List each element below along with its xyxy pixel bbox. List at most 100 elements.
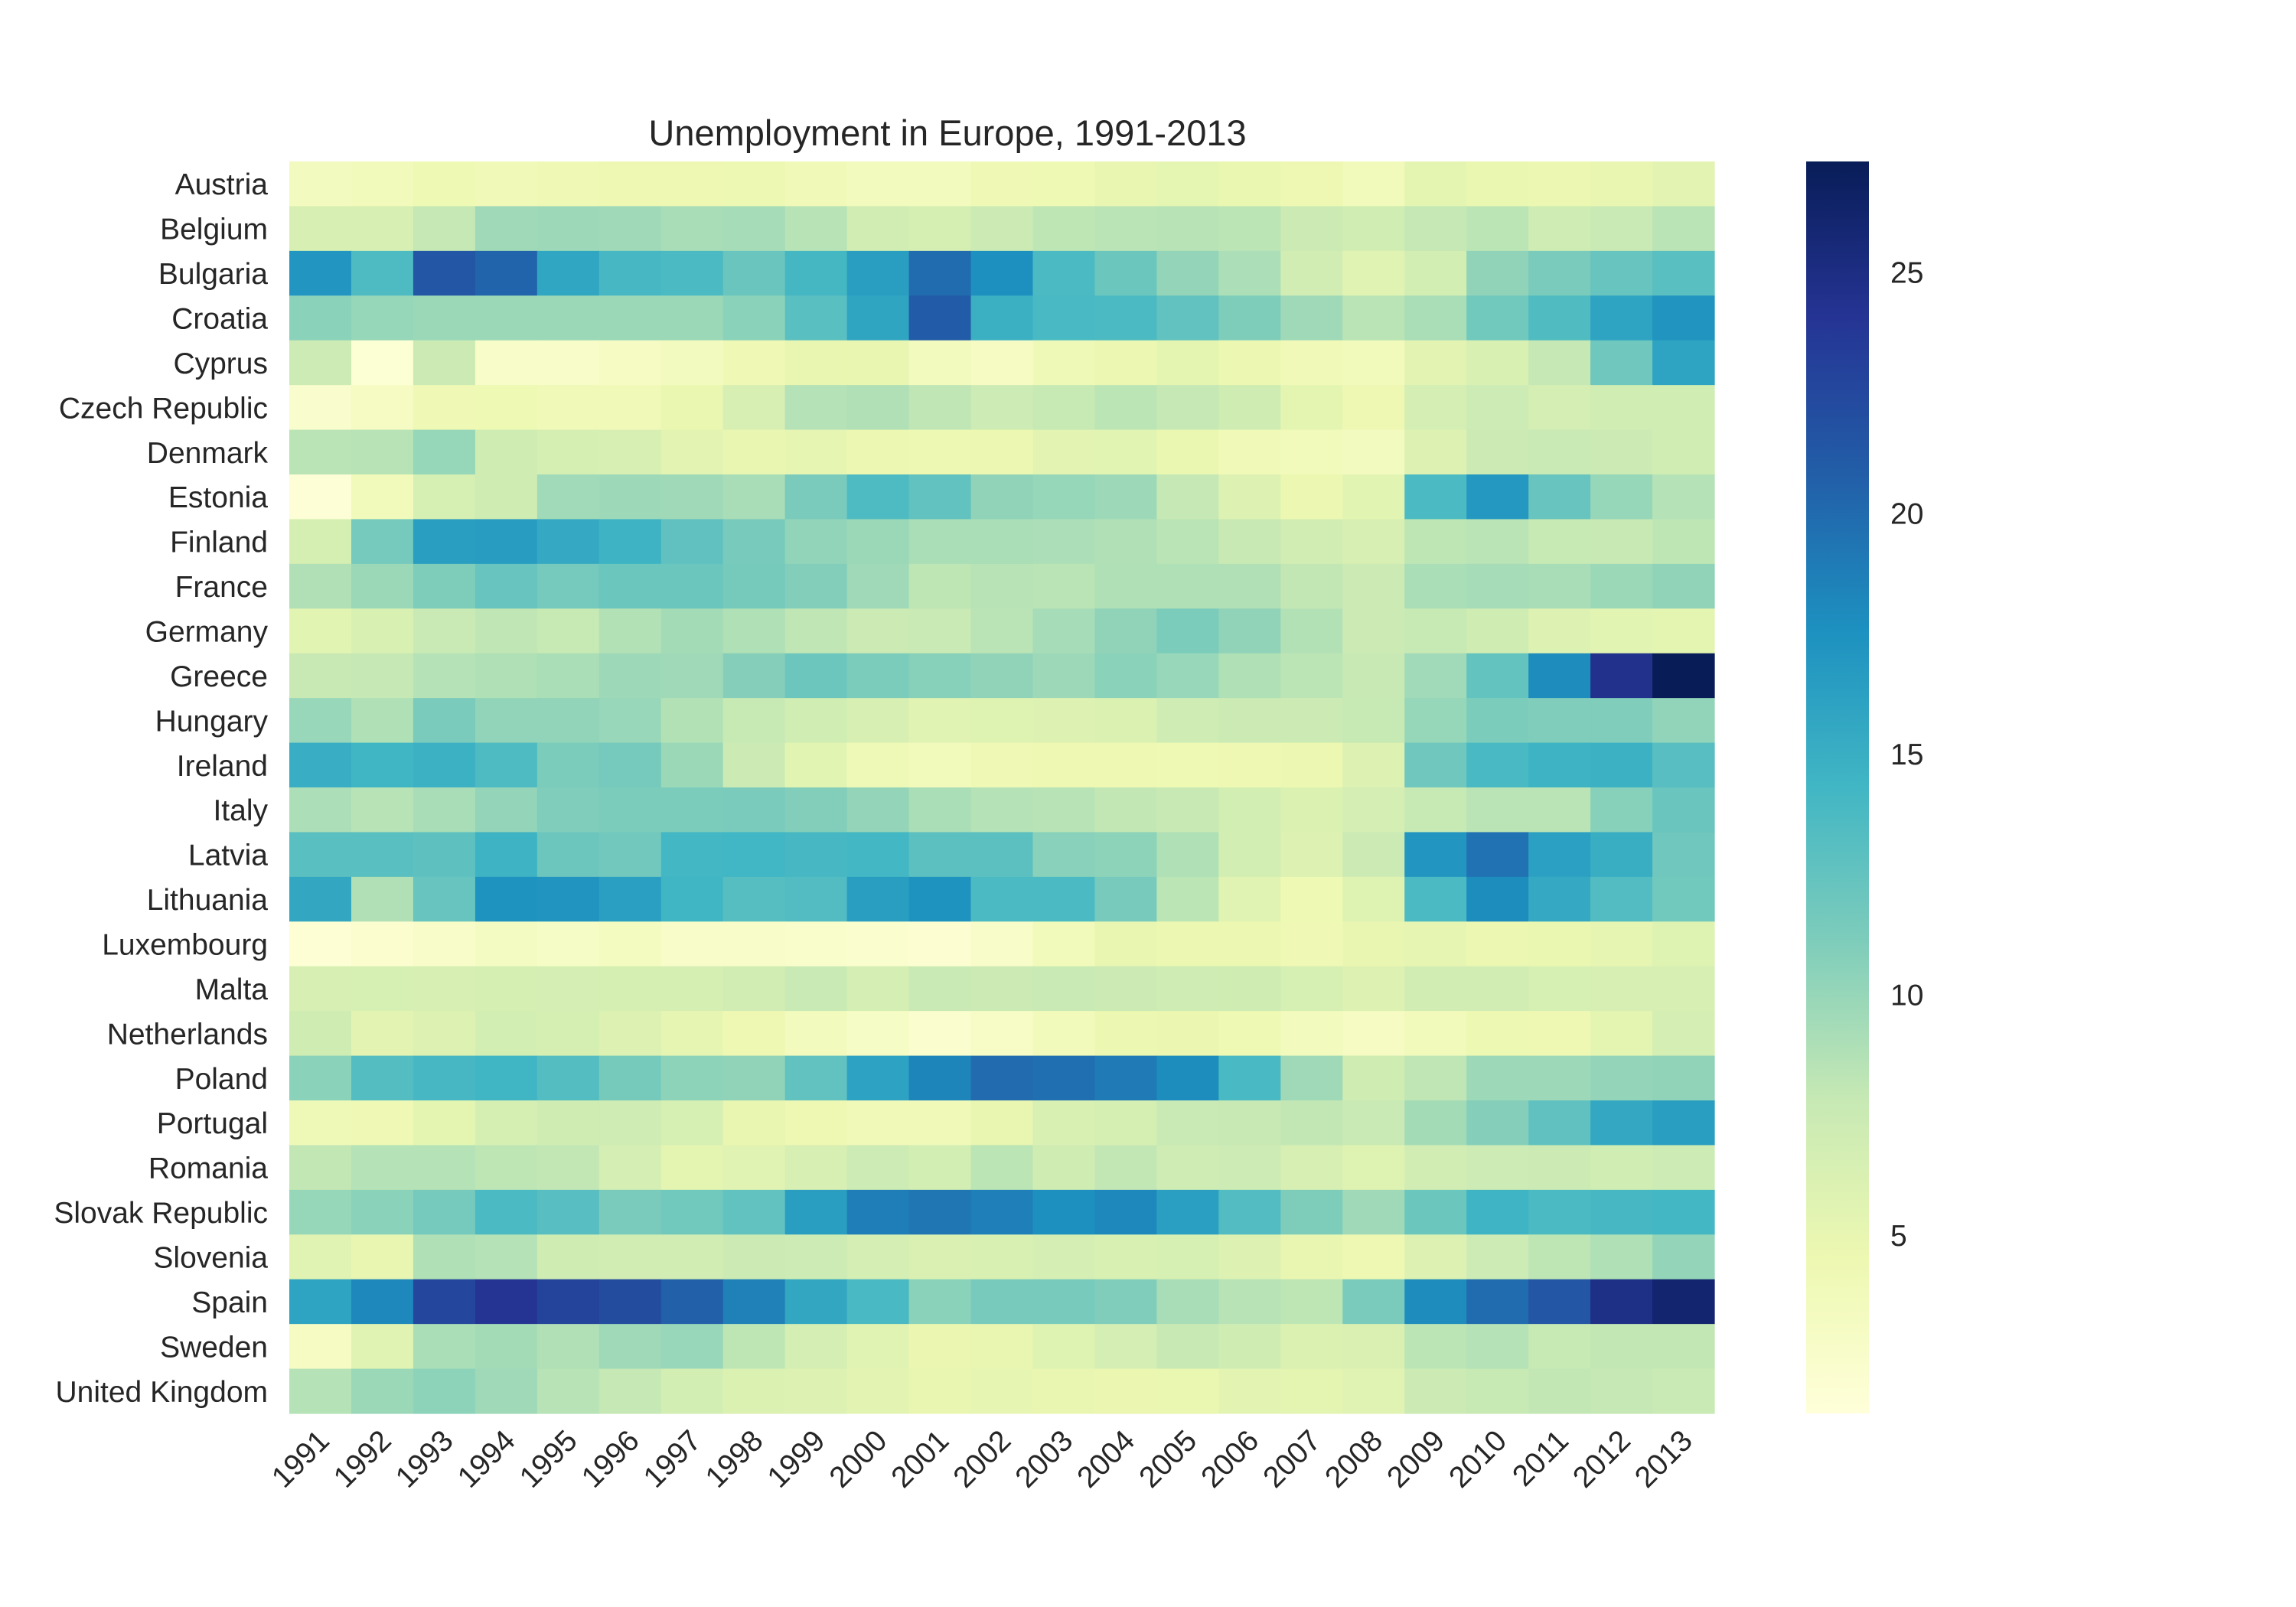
- heatmap-cell: [598, 787, 662, 833]
- heatmap-cell: [289, 161, 352, 207]
- heatmap-cell: [1342, 1055, 1405, 1101]
- heatmap-cell: [1156, 966, 1219, 1012]
- heatmap-cell: [413, 1055, 476, 1101]
- heatmap-cell: [846, 563, 910, 609]
- heatmap-cell: [1528, 1234, 1591, 1280]
- heatmap-cell: [289, 1189, 352, 1235]
- heatmap-cell: [1652, 474, 1715, 520]
- heatmap-cell: [970, 966, 1034, 1012]
- heatmap-cell: [1032, 1279, 1096, 1325]
- heatmap-cell: [1466, 966, 1529, 1012]
- column-label: 2001: [885, 1424, 956, 1495]
- heatmap-cell: [1342, 474, 1405, 520]
- heatmap-cell: [1156, 519, 1219, 565]
- heatmap-cell: [1156, 787, 1219, 833]
- heatmap-cell: [536, 1324, 600, 1370]
- heatmap-cell: [1156, 1368, 1219, 1414]
- heatmap-cell: [1590, 295, 1653, 341]
- column-label: 1993: [390, 1424, 460, 1495]
- row-label: Romania: [148, 1152, 268, 1185]
- heatmap-cell: [475, 832, 538, 878]
- heatmap-cell: [1528, 832, 1591, 878]
- heatmap-cell: [1032, 966, 1096, 1012]
- heatmap-cell: [1094, 653, 1157, 699]
- row-label: Croatia: [171, 303, 268, 336]
- heatmap-cell: [1652, 519, 1715, 565]
- heatmap-cell: [970, 340, 1034, 386]
- heatmap-cell: [722, 966, 786, 1012]
- heatmap-cell: [846, 519, 910, 565]
- heatmap-cell: [846, 1145, 910, 1191]
- heatmap-cell: [1652, 429, 1715, 475]
- heatmap-cell: [536, 385, 600, 431]
- heatmap-cell: [1590, 161, 1653, 207]
- heatmap-cell: [1342, 429, 1405, 475]
- heatmap-cell: [722, 1234, 786, 1280]
- heatmap-cell: [660, 698, 724, 744]
- heatmap-cell: [846, 966, 910, 1012]
- heatmap-cell: [784, 429, 848, 475]
- heatmap-cell: [1094, 1189, 1157, 1235]
- heatmap-cell: [1404, 429, 1467, 475]
- heatmap-cell: [846, 608, 910, 654]
- heatmap-cell: [846, 161, 910, 207]
- heatmap-cell: [1528, 429, 1591, 475]
- heatmap-cell: [660, 742, 724, 788]
- heatmap-cell: [475, 1234, 538, 1280]
- heatmap-cell: [1590, 698, 1653, 744]
- heatmap-cell: [351, 1145, 414, 1191]
- heatmap-cell: [846, 1279, 910, 1325]
- heatmap-cell: [1280, 698, 1343, 744]
- heatmap-cell: [413, 1189, 476, 1235]
- heatmap-cell: [1218, 250, 1281, 296]
- heatmap-cell: [1218, 1055, 1281, 1101]
- heatmap-cell: [1094, 966, 1157, 1012]
- heatmap-cell: [598, 966, 662, 1012]
- heatmap-cell: [351, 161, 414, 207]
- heatmap-cell: [1466, 1189, 1529, 1235]
- heatmap-cell: [1466, 295, 1529, 341]
- heatmap-cell: [1218, 1324, 1281, 1370]
- heatmap-cell: [970, 429, 1034, 475]
- row-label: Spain: [191, 1286, 268, 1319]
- heatmap-cell: [722, 1189, 786, 1235]
- heatmap-cell: [1342, 876, 1405, 922]
- heatmap-cell: [1590, 474, 1653, 520]
- heatmap-cell: [1342, 1368, 1405, 1414]
- heatmap-cell: [1280, 832, 1343, 878]
- heatmap-cell: [908, 608, 972, 654]
- heatmap-cell: [1590, 429, 1653, 475]
- heatmap-cell: [1280, 876, 1343, 922]
- heatmap-cell: [536, 742, 600, 788]
- heatmap-cell: [722, 653, 786, 699]
- heatmap-cell: [908, 1189, 972, 1235]
- heatmap-cell: [1280, 742, 1343, 788]
- heatmap-cell: [1094, 787, 1157, 833]
- heatmap-cell: [351, 1100, 414, 1146]
- heatmap-cell: [784, 474, 848, 520]
- column-label: 1999: [762, 1424, 832, 1495]
- heatmap-cell: [908, 563, 972, 609]
- chart-title: Unemployment in Europe, 1991-2013: [648, 112, 1246, 153]
- heatmap-cell: [722, 1145, 786, 1191]
- heatmap-cell: [970, 519, 1034, 565]
- heatmap-cell: [784, 608, 848, 654]
- heatmap-cell: [908, 832, 972, 878]
- heatmap-cell: [1590, 1324, 1653, 1370]
- heatmap-cell: [908, 698, 972, 744]
- heatmap-cell: [536, 1145, 600, 1191]
- heatmap-cell: [475, 921, 538, 967]
- heatmap-cell: [475, 385, 538, 431]
- heatmap-cell: [1342, 1145, 1405, 1191]
- heatmap-cell: [289, 474, 352, 520]
- heatmap-cell: [660, 429, 724, 475]
- row-label: Denmark: [147, 437, 269, 470]
- heatmap-cell: [1466, 921, 1529, 967]
- heatmap-cell: [475, 698, 538, 744]
- heatmap-cell: [475, 429, 538, 475]
- heatmap-cell: [598, 1011, 662, 1057]
- heatmap-cell: [846, 832, 910, 878]
- heatmap-cell: [351, 206, 414, 252]
- heatmap-cell: [475, 206, 538, 252]
- heatmap-cell: [1528, 742, 1591, 788]
